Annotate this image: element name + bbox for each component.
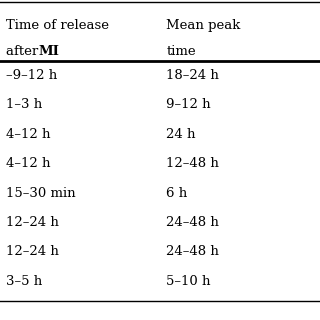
Text: 24 h: 24 h [166, 128, 196, 141]
Text: 12–24 h: 12–24 h [6, 216, 59, 229]
Text: 24–48 h: 24–48 h [166, 216, 219, 229]
Text: Time of release: Time of release [6, 19, 109, 32]
Text: 4–12 h: 4–12 h [6, 157, 51, 170]
Text: 3–5 h: 3–5 h [6, 275, 43, 288]
Text: after: after [6, 45, 43, 58]
Text: 18–24 h: 18–24 h [166, 69, 219, 82]
Text: 1–3 h: 1–3 h [6, 98, 43, 111]
Text: 24–48 h: 24–48 h [166, 245, 219, 259]
Text: 4–12 h: 4–12 h [6, 128, 51, 141]
Text: 12–24 h: 12–24 h [6, 245, 59, 259]
Text: 12–48 h: 12–48 h [166, 157, 219, 170]
Text: –9–12 h: –9–12 h [6, 69, 58, 82]
Text: 9–12 h: 9–12 h [166, 98, 211, 111]
Text: 15–30 min: 15–30 min [6, 187, 76, 200]
Text: Mean peak: Mean peak [166, 19, 241, 32]
Text: time: time [166, 45, 196, 58]
Text: MI: MI [38, 45, 59, 58]
Text: 6 h: 6 h [166, 187, 188, 200]
Text: 5–10 h: 5–10 h [166, 275, 211, 288]
